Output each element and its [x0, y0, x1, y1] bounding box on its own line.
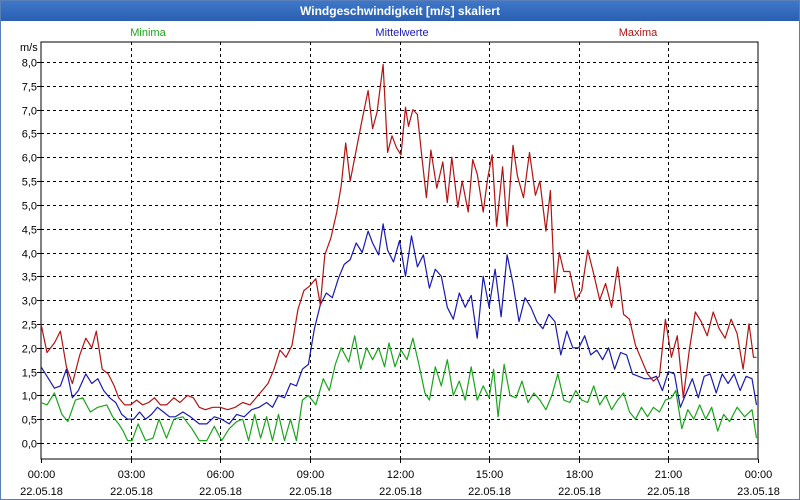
x-tick-label-time: 18:00 — [566, 469, 594, 481]
x-tick-label-time: 09:00 — [297, 469, 325, 481]
x-tick-label-date: 22.05.18 — [558, 486, 601, 498]
y-tick-label: 0,5 — [22, 415, 37, 427]
y-tick-label: 5,0 — [22, 201, 37, 213]
plot-frame — [41, 42, 758, 459]
window-title: Windgeschwindigkeit [m/s] skaliert — [1, 1, 799, 21]
y-axis-label: m/s — [20, 42, 38, 54]
y-tick-label: 0,0 — [22, 439, 37, 451]
y-tick-label: 2,5 — [22, 320, 37, 332]
legend-minima: Minima — [130, 27, 166, 39]
y-tick-label: 6,5 — [22, 129, 37, 141]
y-tick-label: 3,0 — [22, 296, 37, 308]
y-tick-label: 8,0 — [22, 58, 37, 70]
x-tick-label-time: 00:00 — [745, 469, 773, 481]
y-tick-label: 5,5 — [22, 177, 37, 189]
x-tick-label-date: 22.05.18 — [20, 486, 63, 498]
x-tick-label-date: 22.05.18 — [379, 486, 422, 498]
x-tick-label-date: 22.05.18 — [289, 486, 332, 498]
y-tick-label: 1,5 — [22, 368, 37, 380]
x-tick-label-time: 15:00 — [476, 469, 504, 481]
y-tick-label: 1,0 — [22, 391, 37, 403]
x-tick-label-time: 06:00 — [207, 469, 235, 481]
x-tick-label-date: 22.05.18 — [110, 486, 153, 498]
x-tick-label-date: 22.05.18 — [199, 486, 242, 498]
x-tick-label-time: 00:00 — [28, 469, 56, 481]
legend-maxima: Maxima — [619, 27, 658, 39]
x-tick-label-time: 12:00 — [387, 469, 415, 481]
x-tick-label-date: 23.05.18 — [737, 486, 780, 498]
x-tick-label-date: 22.05.18 — [468, 486, 511, 498]
y-tick-label: 2,0 — [22, 344, 37, 356]
x-tick-label-time: 21:00 — [655, 469, 683, 481]
x-tick-label-date: 22.05.18 — [647, 486, 690, 498]
wind-speed-chart: 0,0 0,5 1,0 1,5 2,0 2,5 3,0 3,5 4,0 4,5 5,0 5,5 6,0 6… — [1, 21, 799, 499]
y-tick-label: 4,0 — [22, 249, 37, 261]
legend-mittelwerte: Mittelwerte — [375, 27, 428, 39]
y-tick-label: 6,0 — [22, 153, 37, 165]
y-tick-label: 7,5 — [22, 82, 37, 94]
y-tick-label: 3,5 — [22, 272, 37, 284]
y-tick-label: 4,5 — [22, 225, 37, 237]
x-tick-label-time: 03:00 — [118, 469, 146, 481]
y-tick-label: 7,0 — [22, 106, 37, 118]
